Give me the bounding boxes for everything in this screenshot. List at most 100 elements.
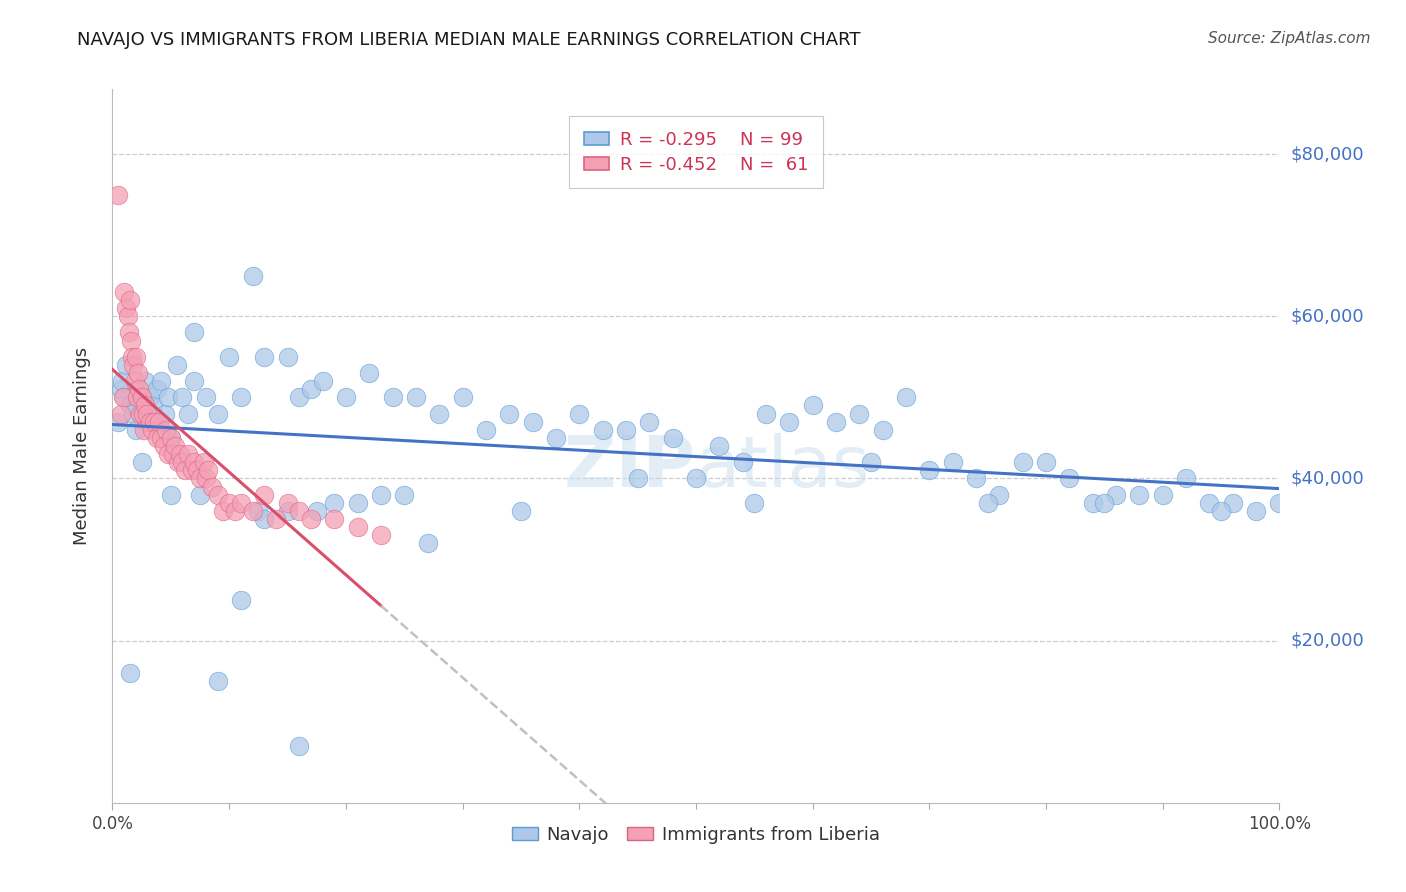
- Point: [1035, 455, 1057, 469]
- Point: [118, 666, 141, 681]
- Point: [186, 463, 208, 477]
- Text: $40,000: $40,000: [1291, 469, 1364, 487]
- Point: [1011, 455, 1033, 469]
- Point: [288, 739, 311, 753]
- Point: [124, 374, 146, 388]
- Point: [153, 439, 176, 453]
- Point: [212, 504, 235, 518]
- Point: [194, 390, 217, 404]
- Point: [160, 431, 183, 445]
- Point: [125, 423, 148, 437]
- Text: NAVAJO VS IMMIGRANTS FROM LIBERIA MEDIAN MALE EARNINGS CORRELATION CHART: NAVAJO VS IMMIGRANTS FROM LIBERIA MEDIAN…: [77, 31, 860, 49]
- Point: [132, 407, 155, 421]
- Point: [131, 455, 153, 469]
- Point: [177, 407, 200, 421]
- Point: [1244, 504, 1267, 518]
- Point: [1128, 488, 1150, 502]
- Point: [118, 293, 141, 307]
- Point: [253, 350, 276, 364]
- Point: [305, 504, 328, 518]
- Point: [148, 415, 170, 429]
- Point: [197, 463, 219, 477]
- Point: [381, 390, 404, 404]
- Point: [475, 423, 498, 437]
- Text: Source: ZipAtlas.com: Source: ZipAtlas.com: [1208, 31, 1371, 46]
- Point: [146, 431, 169, 445]
- Point: [125, 390, 148, 404]
- Text: $60,000: $60,000: [1291, 307, 1364, 326]
- Point: [150, 374, 173, 388]
- Point: [136, 407, 159, 421]
- Point: [115, 358, 138, 372]
- Point: [115, 301, 138, 315]
- Point: [110, 382, 132, 396]
- Text: atlas: atlas: [696, 433, 870, 502]
- Point: [299, 512, 322, 526]
- Point: [848, 407, 870, 421]
- Point: [127, 366, 149, 380]
- Point: [188, 488, 211, 502]
- Point: [498, 407, 520, 421]
- Point: [224, 504, 246, 518]
- Point: [1209, 504, 1232, 518]
- Point: [942, 455, 965, 469]
- Point: [139, 415, 162, 429]
- Point: [370, 528, 392, 542]
- Point: [111, 390, 134, 404]
- Point: [183, 455, 205, 469]
- Point: [129, 407, 152, 421]
- Point: [242, 268, 264, 283]
- Text: $20,000: $20,000: [1291, 632, 1364, 649]
- Point: [155, 423, 177, 437]
- Point: [755, 407, 778, 421]
- Point: [150, 431, 173, 445]
- Point: [1268, 496, 1291, 510]
- Point: [685, 471, 707, 485]
- Point: [122, 358, 145, 372]
- Point: [1094, 496, 1116, 510]
- Point: [311, 374, 333, 388]
- Point: [860, 455, 883, 469]
- Point: [405, 390, 427, 404]
- Point: [346, 520, 368, 534]
- Point: [335, 390, 357, 404]
- Point: [359, 366, 381, 380]
- Point: [894, 390, 917, 404]
- Point: [627, 471, 650, 485]
- Point: [172, 455, 194, 469]
- Point: [242, 504, 264, 518]
- Point: [166, 455, 188, 469]
- Point: [121, 350, 143, 364]
- Point: [139, 390, 162, 404]
- Point: [153, 407, 176, 421]
- Point: [451, 390, 474, 404]
- Point: [229, 593, 252, 607]
- Point: [111, 374, 134, 388]
- Point: [134, 399, 156, 413]
- Point: [117, 310, 139, 324]
- Point: [157, 447, 180, 461]
- Point: [299, 382, 322, 396]
- Point: [229, 496, 252, 510]
- Point: [143, 415, 166, 429]
- Point: [731, 455, 754, 469]
- Point: [183, 326, 205, 340]
- Point: [323, 496, 346, 510]
- Point: [207, 488, 229, 502]
- Point: [169, 447, 191, 461]
- Point: [146, 382, 169, 396]
- Point: [1105, 488, 1128, 502]
- Text: ZIP: ZIP: [564, 433, 696, 502]
- Point: [229, 390, 252, 404]
- Point: [112, 285, 135, 299]
- Point: [141, 423, 163, 437]
- Point: [253, 488, 276, 502]
- Point: [173, 463, 195, 477]
- Point: [370, 488, 392, 502]
- Point: [218, 350, 240, 364]
- Point: [194, 471, 217, 485]
- Point: [288, 390, 311, 404]
- Point: [1198, 496, 1220, 510]
- Point: [172, 390, 194, 404]
- Point: [157, 390, 180, 404]
